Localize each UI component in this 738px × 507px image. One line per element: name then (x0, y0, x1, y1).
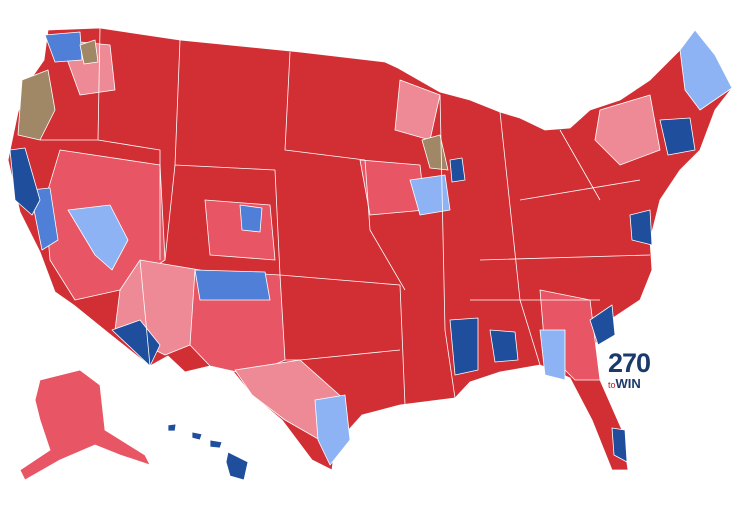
region (79, 39, 99, 65)
region (679, 29, 733, 111)
hawaii (167, 423, 249, 481)
region (44, 31, 83, 63)
logo-number: 270 (608, 348, 651, 378)
logo-prefix: to (608, 380, 616, 390)
region (17, 69, 56, 141)
state-borders (40, 27, 651, 406)
region (67, 204, 129, 271)
region (659, 117, 696, 156)
region (611, 427, 628, 463)
island (167, 423, 177, 432)
region (449, 317, 479, 376)
region (239, 204, 263, 233)
region (409, 174, 451, 216)
region (629, 209, 653, 246)
island (191, 431, 203, 441)
region (594, 94, 661, 166)
logo-word: WIN (615, 376, 641, 391)
region (111, 319, 161, 367)
alaska (19, 369, 151, 481)
region (489, 329, 519, 363)
region (539, 329, 566, 381)
logo-word-line: toWIN (608, 377, 668, 390)
region (589, 304, 616, 346)
island (209, 439, 223, 449)
region (9, 147, 41, 216)
region (194, 269, 271, 301)
region (314, 394, 351, 466)
region (449, 157, 466, 183)
logo: 270 toWIN (608, 348, 668, 391)
island (225, 451, 249, 481)
